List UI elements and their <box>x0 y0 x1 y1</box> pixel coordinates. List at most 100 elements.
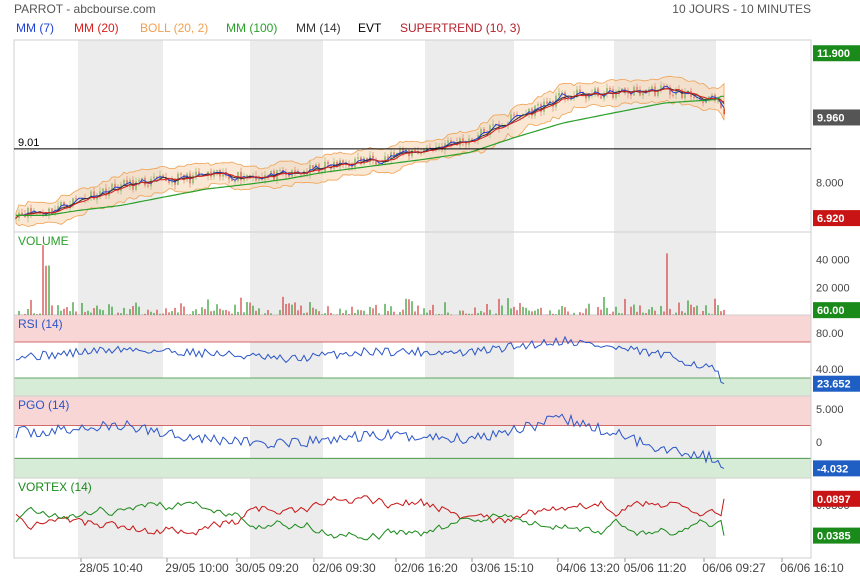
volume-bar <box>687 300 689 315</box>
vortex-value-tag <box>813 490 860 507</box>
volume-bar <box>342 313 344 315</box>
volume-bar <box>66 307 68 315</box>
volume-bar <box>621 313 623 315</box>
volume-bar <box>27 308 29 315</box>
price-value-tag <box>813 45 860 62</box>
rsi-value-tag <box>813 375 860 392</box>
volume-bar <box>642 312 644 315</box>
vortex-minus-line <box>15 495 725 536</box>
volume-bar <box>660 305 662 315</box>
volume-bar <box>33 313 35 315</box>
volume-bar <box>597 306 599 315</box>
volume-bar <box>393 311 395 315</box>
volume-bar <box>129 309 131 315</box>
volume-panel-title: VOLUME <box>18 234 69 248</box>
volume-bar <box>210 311 212 315</box>
x-tick-label: 02/06 09:30 <box>312 561 376 575</box>
volume-bar <box>471 313 473 315</box>
pgo-value-tag <box>813 460 860 477</box>
volume-bar <box>525 307 527 315</box>
rsi-oversold-zone <box>14 378 811 396</box>
price-value-tag-label: 11.900 <box>817 48 850 60</box>
volume-bar <box>624 298 626 315</box>
volume-bar <box>87 310 89 315</box>
volume-bar <box>708 313 710 315</box>
volume-bar <box>423 308 425 315</box>
volume-bar <box>579 312 581 315</box>
volume-bar <box>309 302 311 315</box>
volume-bar <box>255 310 257 315</box>
volume-bar <box>357 309 359 315</box>
volume-bar <box>171 311 173 315</box>
volume-bar <box>702 310 704 315</box>
volume-bar <box>81 302 83 315</box>
volume-bar <box>549 310 551 315</box>
volume-bar <box>651 307 653 315</box>
volume-bar <box>600 309 602 315</box>
x-tick-label: 04/06 13:20 <box>556 561 620 575</box>
volume-bar <box>18 310 20 315</box>
vortex-plus-line <box>15 501 725 541</box>
volume-bar <box>174 307 176 315</box>
volume-bar <box>438 313 440 315</box>
price-tick-label: 8.000 <box>816 177 844 189</box>
volume-bar <box>147 309 149 315</box>
volume-bar <box>666 253 668 315</box>
volume-bar <box>39 313 41 315</box>
volume-bar <box>477 313 479 315</box>
volume-bar <box>237 311 239 315</box>
volume-bar <box>411 301 413 315</box>
volume-bar <box>24 314 26 315</box>
volume-bar <box>96 305 98 315</box>
volume-bar <box>444 302 446 315</box>
volume-bar <box>417 305 419 315</box>
volume-bar <box>267 310 269 315</box>
volume-bar <box>351 306 353 315</box>
volume-bar <box>327 306 329 315</box>
volume-bar <box>534 310 536 315</box>
volume-bar <box>447 312 449 315</box>
session-shading <box>78 40 716 558</box>
volume-bar <box>672 314 674 315</box>
volume-bar <box>684 312 686 315</box>
volume-bar <box>90 312 92 315</box>
legend-item: BOLL (20, 2) <box>140 21 208 35</box>
volume-bar <box>498 298 500 315</box>
volume-bar <box>303 313 305 315</box>
volume-bar <box>372 308 374 315</box>
volume-bar <box>462 310 464 315</box>
volume-bar <box>204 309 206 315</box>
volume-bar <box>57 305 59 315</box>
volume-bar <box>516 310 518 315</box>
volume-bar <box>195 309 197 315</box>
volume-bar <box>558 309 560 315</box>
volume-bar <box>177 312 179 315</box>
volume-bar <box>42 245 44 315</box>
volume-bar <box>507 298 509 315</box>
volume-bar <box>192 311 194 315</box>
volume-bar <box>387 310 389 315</box>
volume-bar <box>615 306 617 315</box>
volume-bar <box>270 313 272 315</box>
vortex-value-tag <box>813 527 860 544</box>
pgo-tick-label: 5.000 <box>816 404 844 416</box>
volume-bar <box>336 314 338 315</box>
volume-bar <box>333 314 335 315</box>
x-tick-label: 30/05 09:20 <box>235 561 299 575</box>
volume-bar <box>279 309 281 315</box>
legend-item: SUPERTREND (10, 3) <box>400 21 520 35</box>
volume-bar <box>645 313 647 315</box>
volume-bar <box>30 299 32 315</box>
volume-bar <box>126 314 128 315</box>
volume-bar <box>306 312 308 315</box>
volume-bar <box>609 314 611 315</box>
volume-bar <box>714 298 716 315</box>
volume-bar <box>495 313 497 315</box>
volume-bar <box>375 304 377 315</box>
volume-bar <box>480 310 482 315</box>
volume-bar <box>84 312 86 315</box>
price-value-tag-label: 6.920 <box>817 213 845 225</box>
volume-bar <box>318 311 320 315</box>
volume-bar <box>552 313 554 315</box>
